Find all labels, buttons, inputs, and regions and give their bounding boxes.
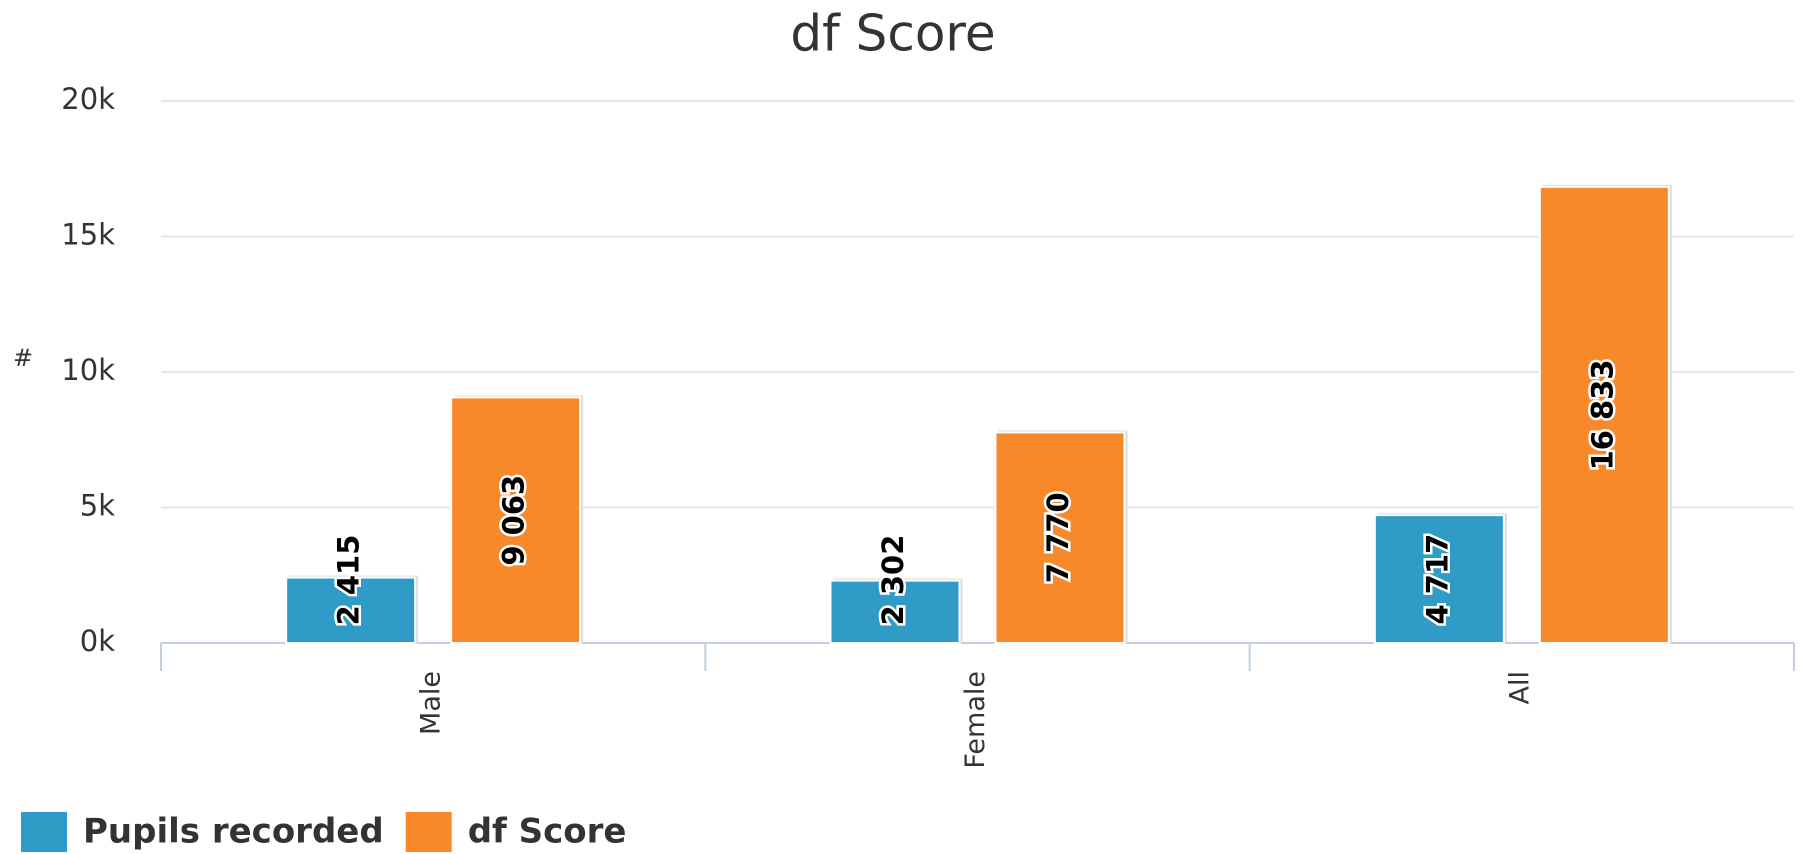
bar: [1373, 514, 1505, 645]
legend-label: Pupils recorded: [83, 812, 384, 852]
legend-label: df Score: [468, 812, 627, 852]
data-label: 9 063: [497, 475, 531, 566]
data-label: 16 833: [1585, 359, 1619, 470]
y-axis-label: #: [13, 344, 33, 372]
data-label: 2 302: [876, 535, 910, 626]
x-tick-label: All: [1504, 671, 1535, 704]
bar: [285, 576, 417, 645]
data-label: 2 415: [332, 535, 366, 626]
x-tick-label: Male: [416, 671, 447, 735]
legend-swatch: [21, 812, 67, 852]
x-tick-label: Female: [960, 671, 991, 769]
bar: [994, 431, 1126, 645]
y-tick-label: 15k: [61, 218, 115, 252]
legend-swatch: [405, 812, 452, 852]
y-tick-label: 20k: [61, 82, 115, 116]
chart-title: df Score: [790, 5, 995, 63]
bar: [829, 579, 961, 644]
bar: [1538, 185, 1670, 644]
y-tick-label: 10k: [61, 353, 115, 387]
data-label: 4 717: [1420, 534, 1454, 625]
y-tick-label: 0k: [80, 624, 115, 658]
data-label: 7 770: [1041, 492, 1075, 583]
bar: [450, 396, 582, 644]
y-tick-label: 5k: [80, 489, 115, 523]
